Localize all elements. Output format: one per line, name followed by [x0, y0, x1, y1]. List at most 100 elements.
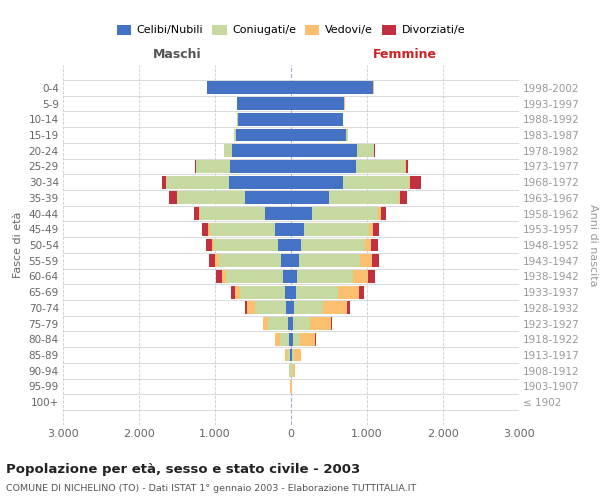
- Bar: [219, 254, 281, 267]
- Bar: [356, 160, 405, 173]
- Bar: [291, 144, 357, 157]
- Bar: [245, 302, 247, 314]
- Text: Femmine: Femmine: [373, 48, 437, 62]
- Bar: [206, 238, 212, 252]
- Bar: [291, 192, 329, 204]
- Bar: [235, 286, 240, 298]
- Bar: [291, 113, 343, 126]
- Bar: [162, 176, 166, 188]
- Bar: [343, 176, 409, 188]
- Bar: [374, 144, 375, 157]
- Bar: [410, 176, 421, 188]
- Bar: [296, 286, 338, 298]
- Bar: [300, 333, 316, 346]
- Bar: [285, 286, 291, 298]
- Bar: [196, 160, 230, 173]
- Bar: [209, 223, 275, 235]
- Bar: [247, 302, 254, 314]
- Bar: [360, 254, 371, 267]
- Text: Maschi: Maschi: [152, 48, 202, 62]
- Bar: [310, 317, 331, 330]
- Bar: [406, 160, 408, 173]
- Bar: [323, 302, 347, 314]
- Bar: [291, 128, 346, 141]
- Bar: [237, 97, 291, 110]
- Bar: [373, 223, 379, 235]
- Bar: [409, 176, 410, 188]
- Bar: [292, 364, 293, 377]
- Bar: [353, 270, 368, 283]
- Bar: [291, 82, 373, 94]
- Bar: [265, 207, 291, 220]
- Bar: [357, 144, 374, 157]
- Bar: [301, 238, 365, 252]
- Text: Popolazione per età, sesso e stato civile - 2003: Popolazione per età, sesso e stato civil…: [6, 462, 360, 475]
- Bar: [275, 223, 291, 235]
- Bar: [380, 207, 386, 220]
- Bar: [293, 364, 295, 377]
- Bar: [166, 176, 229, 188]
- Bar: [365, 238, 371, 252]
- Bar: [199, 207, 200, 220]
- Bar: [290, 348, 291, 362]
- Bar: [292, 348, 295, 362]
- Bar: [304, 223, 369, 235]
- Bar: [288, 317, 291, 330]
- Bar: [291, 97, 344, 110]
- Bar: [169, 192, 176, 204]
- Bar: [208, 223, 209, 235]
- Bar: [263, 317, 268, 330]
- Bar: [177, 192, 245, 204]
- Bar: [232, 144, 291, 157]
- Bar: [289, 333, 291, 346]
- Bar: [368, 270, 376, 283]
- Bar: [297, 270, 353, 283]
- Bar: [226, 270, 283, 283]
- Bar: [289, 364, 290, 377]
- Bar: [294, 302, 323, 314]
- Bar: [229, 176, 291, 188]
- Bar: [291, 160, 356, 173]
- Bar: [293, 333, 300, 346]
- Bar: [369, 223, 373, 235]
- Bar: [202, 223, 208, 235]
- Y-axis label: Fasce di età: Fasce di età: [13, 212, 23, 278]
- Bar: [291, 238, 301, 252]
- Bar: [280, 333, 289, 346]
- Bar: [245, 192, 291, 204]
- Bar: [216, 270, 222, 283]
- Bar: [293, 317, 310, 330]
- Bar: [291, 207, 312, 220]
- Bar: [346, 128, 348, 141]
- Bar: [371, 238, 379, 252]
- Bar: [291, 302, 294, 314]
- Bar: [200, 207, 265, 220]
- Bar: [299, 254, 360, 267]
- Bar: [222, 270, 226, 283]
- Bar: [215, 254, 219, 267]
- Bar: [338, 286, 359, 298]
- Bar: [291, 286, 296, 298]
- Bar: [359, 286, 364, 298]
- Bar: [291, 254, 299, 267]
- Bar: [268, 317, 288, 330]
- Bar: [236, 128, 291, 141]
- Bar: [254, 302, 286, 314]
- Bar: [240, 286, 285, 298]
- Bar: [329, 192, 399, 204]
- Bar: [209, 254, 215, 267]
- Bar: [285, 348, 287, 362]
- Bar: [224, 144, 232, 157]
- Bar: [278, 238, 291, 252]
- Bar: [234, 128, 236, 141]
- Bar: [231, 286, 235, 298]
- Bar: [214, 238, 278, 252]
- Bar: [195, 160, 196, 173]
- Text: COMUNE DI NICHELINO (TO) - Dati ISTAT 1° gennaio 2003 - Elaborazione TUTTITALIA.: COMUNE DI NICHELINO (TO) - Dati ISTAT 1°…: [6, 484, 416, 493]
- Bar: [291, 333, 293, 346]
- Bar: [291, 176, 343, 188]
- Bar: [286, 302, 291, 314]
- Bar: [212, 238, 214, 252]
- Bar: [291, 270, 297, 283]
- Bar: [287, 348, 290, 362]
